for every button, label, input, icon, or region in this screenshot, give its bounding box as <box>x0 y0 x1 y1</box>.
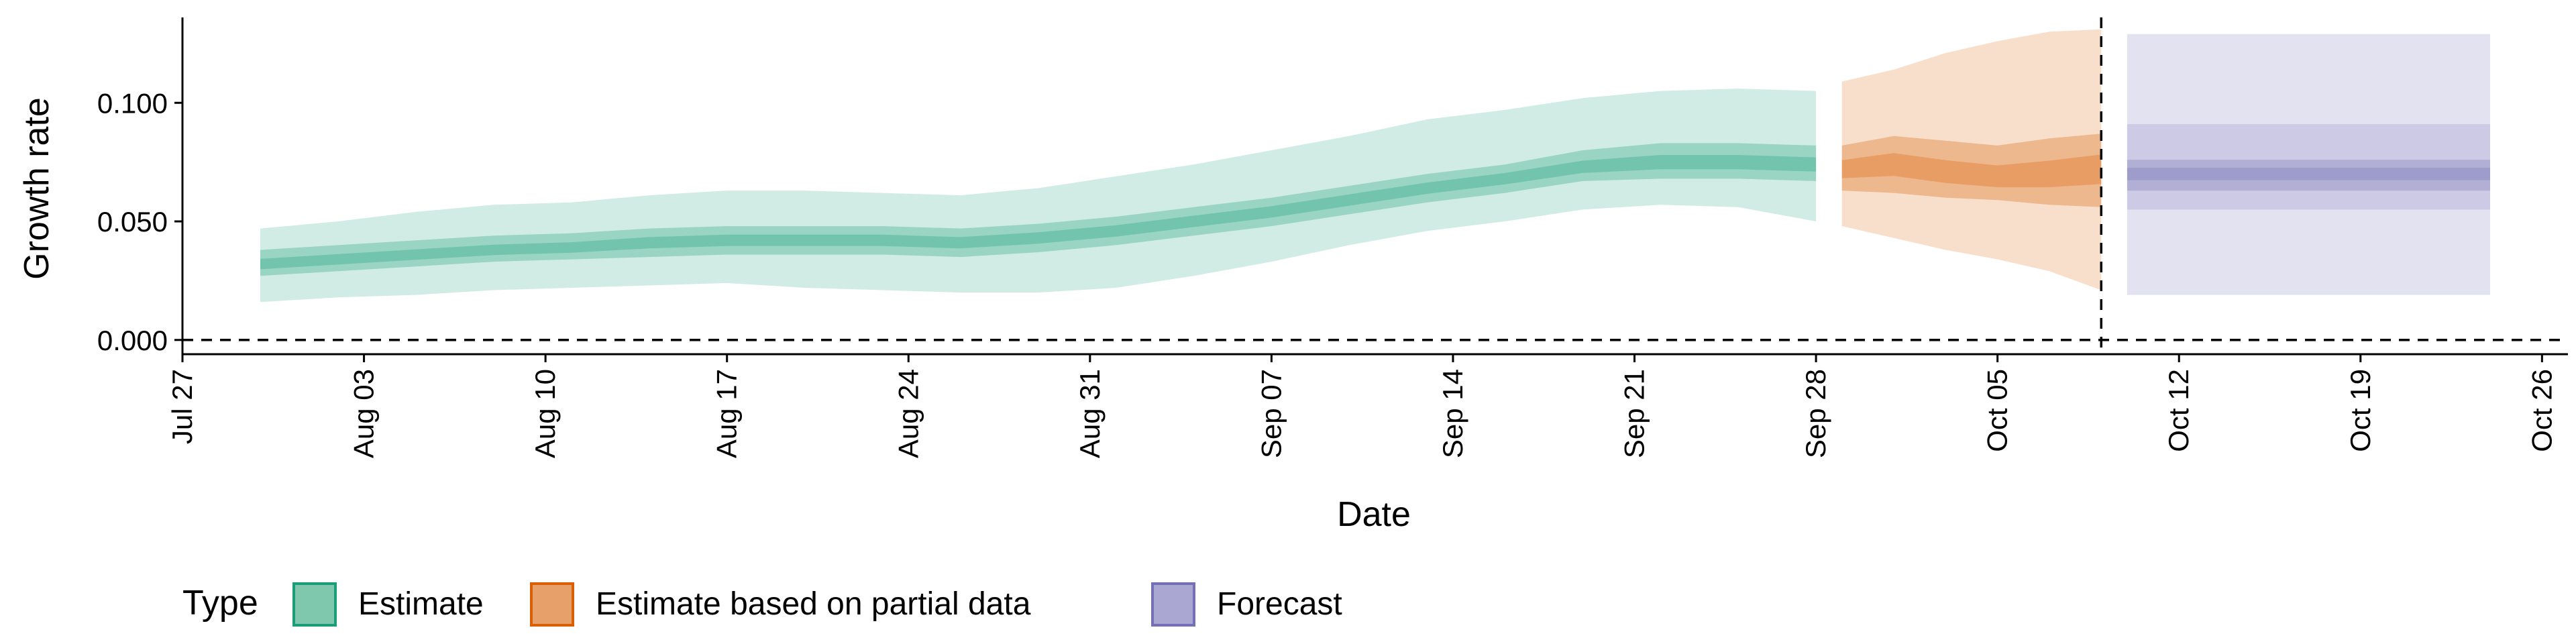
x-tick-label: Aug 03 <box>348 369 380 458</box>
x-tick-label: Jul 27 <box>166 369 198 444</box>
reference-lines <box>182 17 2568 354</box>
x-tick-label: Aug 17 <box>711 369 743 458</box>
x-axis-title: Date <box>1337 495 1411 534</box>
x-tick-label: Sep 14 <box>1437 369 1468 458</box>
legend-key-forecast <box>1151 582 1195 627</box>
x-tick-label: Sep 28 <box>1800 369 1831 458</box>
x-tick-label: Oct 12 <box>2163 369 2194 452</box>
x-tick-label: Sep 21 <box>1619 369 1650 458</box>
estimate-based-on-partial-data-90-band <box>1841 29 2102 290</box>
y-tick-label: 0.000 <box>97 325 168 356</box>
x-tick-label: Oct 19 <box>2345 369 2376 452</box>
legend-key-estimate <box>292 582 337 627</box>
y-axis-title: Growth rate <box>17 97 56 280</box>
x-tick-label: Oct 26 <box>2526 369 2557 452</box>
estimate-based-on-partial-data-50-band <box>1841 133 2102 207</box>
legend-key-estimate-based-on-partial-data <box>530 582 574 627</box>
legend-label-estimate: Estimate <box>358 586 484 622</box>
legend-title: Type <box>182 584 258 623</box>
estimate-90-band <box>260 89 1817 303</box>
legend-label-forecast: Forecast <box>1217 586 1342 622</box>
y-tick-label: 0.100 <box>97 87 168 119</box>
estimate-median-band <box>260 155 1817 270</box>
estimate-based-on-partial-data-median-band <box>1841 153 2102 188</box>
bands-layer <box>260 29 2490 303</box>
y-tick-label: 0.050 <box>97 206 168 237</box>
forecast-50-band <box>2127 160 2490 191</box>
x-tick-label: Oct 05 <box>1982 369 2013 452</box>
forecast-90-band <box>2127 124 2490 210</box>
x-tick-label: Sep 07 <box>1255 369 1287 458</box>
legend: Type Estimate Estimate based on partial d… <box>182 582 1342 627</box>
forecast-median-band <box>2127 168 2490 180</box>
x-tick-label: Aug 24 <box>892 369 924 458</box>
estimate-50-band <box>260 143 1817 276</box>
axes-layer: 0.000 0.050 0.100 Jul 27 Aug 03 Aug 10 Aug 17 A… <box>97 17 2568 458</box>
x-tick-label: Aug 10 <box>529 369 561 458</box>
x-tick-label: Aug 31 <box>1074 369 1106 458</box>
legend-label-estimate-based-on-partial-data: Estimate based on partial data <box>596 586 1031 622</box>
forecast-95-band <box>2127 34 2490 295</box>
